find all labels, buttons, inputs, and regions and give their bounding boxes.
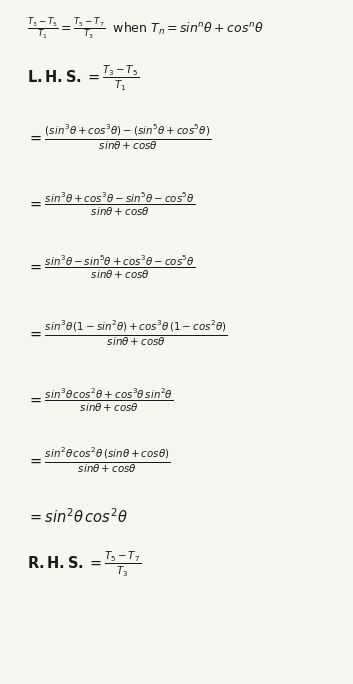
Text: $\mathbf{R.H.S.} = \frac{T_5 - T_7}{T_3}$: $\mathbf{R.H.S.} = \frac{T_5 - T_7}{T_3}… — [28, 550, 142, 579]
Text: $\mathbf{L.H.S.} = \frac{T_3 - T_5}{T_1}$: $\mathbf{L.H.S.} = \frac{T_3 - T_5}{T_1}… — [28, 64, 139, 93]
Text: $= \frac{sin^2\theta\,cos^2\theta\,(sin\theta + cos\theta)}{sin\theta + cos\thet: $= \frac{sin^2\theta\,cos^2\theta\,(sin\… — [28, 446, 171, 475]
Text: $= \frac{sin^3\theta\,(1 - sin^2\theta) + cos^3\theta\,(1 - cos^2\theta)}{sin\th: $= \frac{sin^3\theta\,(1 - sin^2\theta) … — [28, 319, 228, 348]
Text: $= sin^2\theta\,cos^2\theta$: $= sin^2\theta\,cos^2\theta$ — [28, 507, 128, 525]
Text: $= \frac{sin^3\theta + cos^3\theta - sin^5\theta - cos^5\theta}{sin\theta + cos\: $= \frac{sin^3\theta + cos^3\theta - sin… — [28, 191, 196, 218]
Text: $\frac{T_3 - T_5}{T_1} = \frac{T_5 - T_7}{T_3}$  when $T_n = sin^n\theta + cos^n: $\frac{T_3 - T_5}{T_1} = \frac{T_5 - T_7… — [28, 16, 264, 41]
Text: $= \frac{sin^3\theta\,cos^2\theta + cos^3\theta\,sin^2\theta}{sin\theta + cos\th: $= \frac{sin^3\theta\,cos^2\theta + cos^… — [28, 386, 174, 414]
Text: $= \frac{sin^3\theta - sin^5\theta + cos^3\theta - cos^5\theta}{sin\theta + cos\: $= \frac{sin^3\theta - sin^5\theta + cos… — [28, 253, 196, 280]
Text: $= \frac{(sin^3\theta + cos^3\theta) - (sin^5\theta + cos^5\theta)}{sin\theta + : $= \frac{(sin^3\theta + cos^3\theta) - (… — [28, 123, 211, 153]
